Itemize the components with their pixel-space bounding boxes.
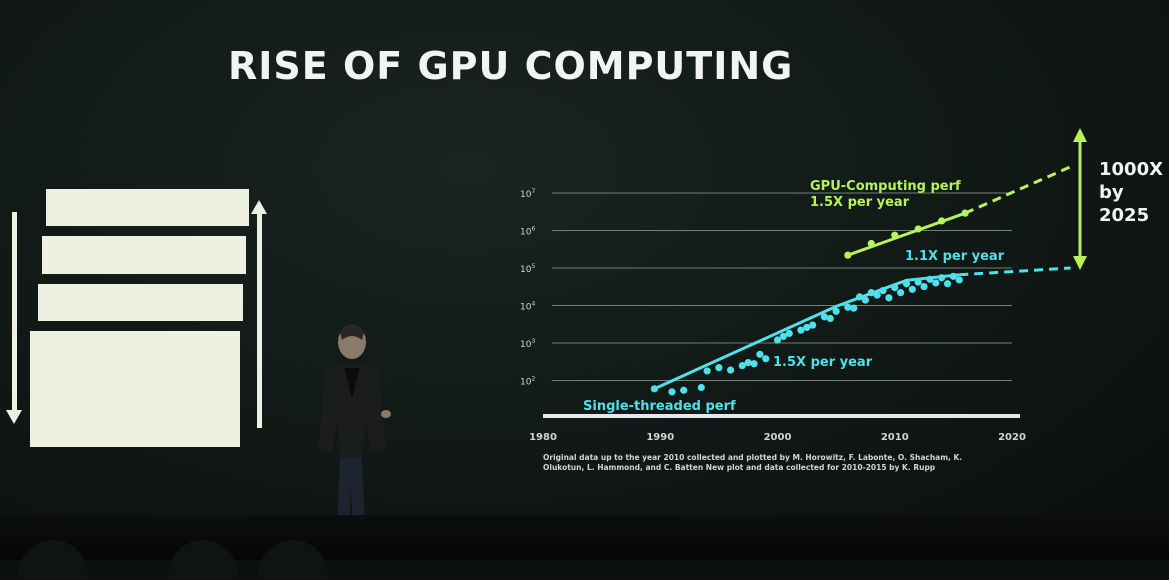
- data-point: [932, 279, 940, 287]
- single-threaded-label: Single-threaded perf: [583, 399, 736, 414]
- data-point: [797, 326, 805, 334]
- data-point: [820, 313, 829, 321]
- data-point: [727, 366, 735, 374]
- data-point: [762, 355, 770, 363]
- stack-block-3: [38, 284, 243, 321]
- data-point: [785, 329, 793, 338]
- data-point: [697, 383, 705, 392]
- single-rate-late-label: 1.1X per year: [905, 249, 1005, 264]
- y-tick-labels: 102 103 104 105 106 107: [520, 188, 535, 388]
- chart-series: [650, 165, 1072, 396]
- data-point: [897, 289, 905, 297]
- y-tick-label: 107: [520, 188, 535, 200]
- trend-line-dashed: [964, 165, 1072, 215]
- data-point: [908, 285, 916, 293]
- y-tick-label: 104: [520, 301, 535, 313]
- y-tick-label: 106: [520, 226, 535, 238]
- data-point: [844, 303, 852, 311]
- data-point: [938, 217, 946, 225]
- data-point: [738, 361, 746, 370]
- data-point: [885, 294, 893, 302]
- x-tick-labels: 1980 1990 2000 2010 2020: [529, 432, 1026, 443]
- x-tick-label: 2020: [998, 432, 1026, 443]
- data-point: [809, 321, 817, 329]
- data-point: [803, 323, 811, 332]
- data-point: [715, 364, 723, 372]
- stack-block-2: [42, 236, 246, 274]
- gap-label-year: 2025: [1099, 205, 1149, 226]
- data-point: [756, 350, 764, 358]
- data-point: [891, 284, 899, 292]
- data-point: [861, 296, 870, 304]
- down-arrow-icon: [6, 410, 22, 424]
- data-point: [850, 304, 858, 312]
- single-rate-early-label: 1.5X per year: [773, 355, 873, 370]
- x-tick-label: 2000: [764, 432, 792, 443]
- stack-block-1: [46, 189, 249, 226]
- trend-line-dashed: [959, 266, 1071, 277]
- slide-title: RISE OF GPU COMPUTING: [228, 44, 794, 88]
- x-tick-label: 1990: [646, 432, 674, 443]
- data-point: [779, 332, 787, 340]
- data-point: [750, 360, 758, 368]
- data-point: [773, 336, 782, 344]
- data-point: [961, 209, 969, 217]
- data-point: [668, 388, 676, 396]
- data-point: [832, 307, 840, 315]
- gap-label-1000x: 1000X: [1099, 159, 1163, 180]
- data-point: [867, 239, 875, 248]
- up-arrow-shaft: [257, 214, 262, 428]
- data-point: [943, 280, 952, 288]
- slide-background: [0, 0, 1169, 560]
- y-tick-label: 103: [520, 338, 535, 350]
- trend-line-solid: [847, 211, 966, 257]
- data-point: [703, 367, 711, 375]
- data-point: [744, 359, 752, 367]
- y-tick-label: 105: [520, 263, 535, 275]
- data-point: [949, 272, 957, 280]
- data-point: [955, 276, 963, 284]
- y-tick-label: 102: [520, 376, 535, 388]
- down-arrow-shaft: [12, 212, 17, 412]
- data-point: [920, 282, 928, 291]
- data-point: [902, 280, 911, 288]
- gap-label-by: by: [1099, 182, 1124, 203]
- gap-arrow-up-icon: [1073, 128, 1087, 142]
- data-point: [938, 274, 946, 282]
- data-point: [879, 286, 887, 295]
- data-point: [873, 291, 881, 299]
- data-point: [855, 293, 864, 301]
- data-point: [844, 251, 852, 259]
- data-point: [826, 314, 834, 323]
- gap-arrow-down-icon: [1073, 256, 1087, 270]
- gpu-rate-label: 1.5X per year: [810, 195, 910, 210]
- data-point: [926, 275, 934, 283]
- source-note: Original data up to the year 2010 collec…: [543, 453, 963, 472]
- data-point: [680, 386, 688, 394]
- data-point: [891, 231, 899, 239]
- data-point: [867, 289, 875, 297]
- x-tick-label: 1980: [529, 432, 557, 443]
- x-tick-label: 2010: [881, 432, 909, 443]
- data-point: [914, 278, 922, 286]
- gpu-computing-label: GPU-Computing perf: [810, 179, 961, 194]
- data-point: [650, 385, 658, 393]
- chart-grid: [543, 192, 1020, 418]
- up-arrow-icon: [251, 200, 267, 214]
- stack-block-4: [30, 331, 240, 447]
- data-point: [914, 225, 922, 233]
